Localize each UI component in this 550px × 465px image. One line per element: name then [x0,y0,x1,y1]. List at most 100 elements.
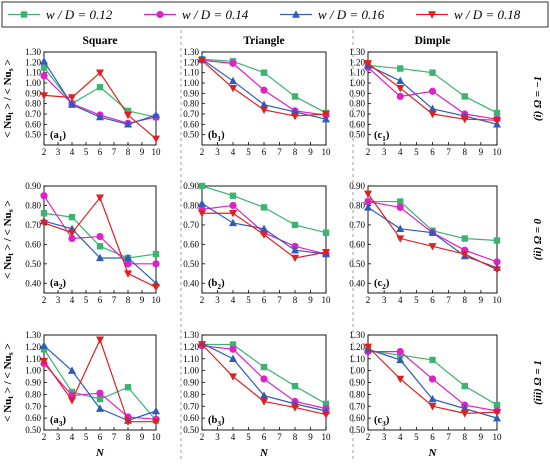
row-label: (i) Ω = −1 [532,76,544,121]
plot-frame [201,185,327,294]
data-point [229,76,237,85]
data-point [198,341,206,349]
data-point [460,250,469,259]
y-tick-label: 0.70 [25,109,41,119]
x-tick-label: 2 [42,295,47,305]
y-tick-label: 1.10 [183,354,199,364]
data-point [291,254,299,263]
data-point [124,270,132,278]
y-tick-label: 0.60 [183,119,199,129]
data-point [493,117,501,125]
panel-label-close: ) [63,130,67,141]
data-point [428,394,437,403]
data-point [124,111,132,120]
x-tick-label: 3 [382,432,387,442]
data-point [397,65,404,72]
y-axis-label-sub: t [6,112,15,115]
x-tick-label: 10 [493,432,503,442]
y-tick-label: 0.70 [349,401,365,411]
x-tick-label: 6 [262,295,267,305]
y-tick-label: 0.70 [183,401,199,411]
data-point [152,250,160,258]
data-point [229,192,237,199]
x-tick-label: 5 [84,432,89,442]
y-tick-label: 0.60 [349,239,365,249]
series-line [43,220,157,284]
x-tick-label: 7 [112,432,117,442]
y-tick-label: 0.70 [183,109,199,119]
y-tick-label: 1.20 [183,57,199,67]
data-point [96,253,104,262]
panels: 2 3 4 5 6 7 8 9 100.500.600.700.800.901.001.101.… [25,47,502,442]
y-tick-label: 0.80 [349,200,365,210]
data-point [96,395,104,403]
legend-marker-square [20,11,28,18]
panel-label-close: ) [221,278,225,289]
x-tick-label: 3 [56,432,61,442]
data-point [460,115,469,124]
panel-label-close: ) [386,130,390,141]
axis-labels: < Nut > / < Nus >< Nut > / < Nus >< Nut … [2,59,438,459]
y-tick-label: 1.30 [183,330,199,340]
y-tick-label: 0.50 [183,130,199,140]
x-tick-label: 9 [479,295,484,305]
y-tick-label: 1.10 [25,68,41,78]
y-axis-label-part: > [2,343,14,352]
y-axis-label-part: > / < Nu [2,355,14,396]
x-tick-label: 10 [322,147,332,157]
y-tick-label: 1.30 [349,330,365,340]
x-tick-label: 8 [126,432,131,442]
data-point [396,203,404,211]
y-tick-label: 0.70 [183,220,199,230]
data-point [460,410,469,418]
data-point [96,194,104,202]
y-tick-label: 0.80 [183,200,199,210]
data-point [364,190,372,198]
panel-c2: 2 3 4 5 6 7 8 9 10 0.40 0.50 0.60 0.70 0.80 0.90 (c2) [349,181,502,305]
y-axis-label-part: > [2,59,14,68]
data-point [428,243,437,251]
row-label: (ii) Ω = 0 [532,218,544,260]
series-line [43,195,156,265]
data-point [260,106,268,115]
y-axis-label-sub: s [6,209,15,212]
x-tick-label: 3 [382,295,387,305]
y-tick-label: 0.80 [25,389,41,399]
x-tick-label: 2 [200,432,205,442]
y-tick-label: 0.60 [25,119,41,129]
data-point [124,384,132,391]
y-tick-label: 0.80 [349,389,365,399]
data-point [396,76,405,85]
x-tick-label: 10 [322,295,332,305]
y-tick-label: 1.30 [25,330,41,340]
series-line [43,71,157,140]
x-tick-label: 5 [84,147,89,157]
data-point [460,404,469,412]
x-tick-label: 7 [277,295,282,305]
x-tick-label: 5 [414,432,419,442]
x-tick-label: 7 [446,432,451,442]
legend-marker-circle [156,10,164,19]
data-point [322,400,330,408]
y-tick-label: 1.00 [183,366,199,376]
legend-marker-triangle-down [428,11,436,19]
x-tick-label: 2 [42,147,47,157]
y-tick-label: 1.20 [349,57,365,67]
data-point [40,57,48,65]
legend-box [1,1,549,28]
x-tick-label: 8 [463,147,468,157]
x-tick-label: 6 [98,295,103,305]
data-point [493,258,501,266]
y-tick-label: 0.50 [349,425,365,435]
data-point [40,92,48,100]
data-point [96,112,104,121]
y-tick-label: 1.10 [349,68,365,78]
data-point [364,197,372,206]
panel-label-sub: 2 [217,282,221,291]
x-tick-label: 4 [231,147,236,157]
y-tick-label: 0.90 [25,88,41,98]
data-point [461,93,468,100]
data-point [461,382,468,390]
x-tick-label: 6 [430,432,435,442]
y-tick-label: 0.80 [183,99,199,109]
